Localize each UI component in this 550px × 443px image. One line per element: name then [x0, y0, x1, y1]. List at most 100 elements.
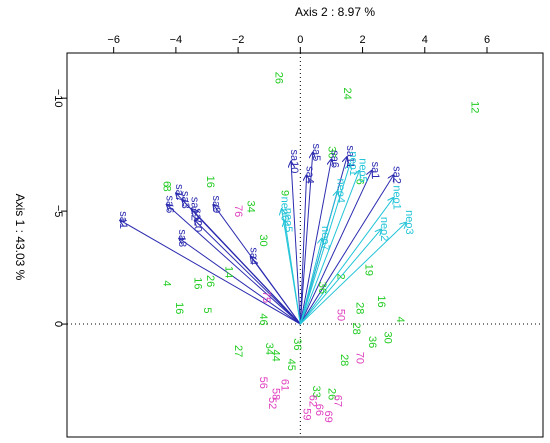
point-label: 30	[381, 331, 393, 343]
vector-label: sa1	[369, 162, 381, 180]
vector-arrow	[120, 220, 301, 325]
vector-arrow	[299, 159, 331, 325]
x-tick-label: −6	[107, 34, 120, 46]
vector-label: sa10	[288, 149, 300, 173]
vector-arrow	[299, 229, 381, 325]
vector-label: sa5	[310, 144, 322, 162]
point-label: 36	[291, 338, 303, 350]
point-label: 36	[325, 146, 337, 158]
vector-arrow	[299, 170, 359, 325]
vector-label: sa20	[192, 208, 204, 232]
point-label: 34	[263, 343, 275, 355]
point-label: 16	[204, 176, 216, 188]
plot-frame	[66, 52, 544, 438]
vector-label: sa4	[248, 247, 260, 265]
vector-label: sa9	[210, 195, 222, 213]
vector-label: sa4	[304, 166, 316, 184]
vector-arrow	[191, 209, 301, 325]
vector-arrow	[167, 204, 301, 325]
vector-arrow	[299, 238, 322, 325]
vector-arrow	[299, 175, 306, 325]
vector-arrow	[291, 161, 301, 325]
point-label: 59	[300, 408, 312, 420]
x-tick-label: −4	[170, 34, 183, 46]
vector-label: sa7	[173, 184, 185, 202]
vector-label: neo5	[356, 158, 368, 182]
vector-label: sa1	[117, 211, 129, 229]
point-label: 26	[272, 72, 284, 84]
vector-label: neo7	[319, 226, 331, 250]
vector-arrow	[299, 191, 337, 325]
vector-label: sa3	[179, 191, 191, 209]
point-label: 70	[353, 352, 365, 364]
y-tick-label: −10	[52, 89, 64, 108]
point-label: 19	[363, 264, 375, 276]
point-label: 67	[332, 395, 344, 407]
point-label: 5	[201, 307, 213, 313]
vector-label: neo4	[335, 179, 347, 203]
point-label: 9	[279, 190, 291, 196]
point-label: 58	[269, 388, 281, 400]
point-label: 36	[316, 282, 328, 294]
point-label: 26	[325, 388, 337, 400]
point-label: 69	[322, 411, 334, 423]
y-tick-label: −5	[52, 205, 64, 218]
point-label: 61	[279, 379, 291, 391]
point-label: 28	[353, 302, 365, 314]
vector-label: neo5	[282, 208, 294, 232]
point-label: 27	[232, 345, 244, 357]
point-label: 30	[257, 234, 269, 246]
point-label: 28	[338, 354, 350, 366]
vector-arrow	[285, 220, 301, 325]
point-label: 4	[394, 316, 406, 322]
vector-label: sa8	[176, 229, 188, 247]
point-label: 46	[257, 313, 269, 325]
vector-arrow	[179, 238, 301, 325]
vector-arrow	[299, 170, 372, 325]
vector-label: sa2	[391, 166, 403, 184]
point-label: 12	[468, 101, 480, 113]
vector-label: neo3	[403, 210, 415, 234]
point-label: 76	[232, 205, 244, 217]
point-label: 6	[160, 181, 172, 187]
point-label: 14	[223, 266, 235, 278]
point-label: 62	[307, 395, 319, 407]
vector-label: sa11	[344, 145, 356, 168]
point-label: 66	[313, 404, 325, 416]
vector-arrow	[251, 256, 301, 325]
point-label: 56	[257, 377, 269, 389]
x-tick-label: 4	[422, 34, 428, 46]
point-label: 75	[260, 291, 272, 303]
point-label: 16	[375, 295, 387, 307]
point-label: 45	[285, 359, 297, 371]
point-label: 36	[366, 336, 378, 348]
vector-label: sa6	[164, 195, 176, 213]
y-axis-label: Axis 1 : 43.03 %	[13, 194, 27, 281]
point-label: 44	[269, 350, 281, 362]
point-label: 2	[335, 274, 347, 280]
point-label: 28	[350, 322, 362, 334]
point-label: 52	[266, 397, 278, 409]
point-label: 6	[353, 179, 365, 185]
point-label: 16	[192, 277, 204, 289]
vector-arrow	[299, 175, 393, 325]
vector-label: neo2	[378, 217, 390, 241]
vector-arrow	[299, 198, 393, 325]
point-label: 16	[173, 302, 185, 314]
x-tick-label: −2	[232, 34, 245, 46]
vector-arrow	[299, 164, 350, 325]
point-label: 50	[335, 309, 347, 321]
x-tick-label: 0	[297, 34, 303, 46]
x-tick-label: 2	[359, 34, 365, 46]
point-label: 33	[310, 386, 322, 398]
vector-label: neo1	[391, 185, 403, 209]
vector-arrow	[299, 222, 406, 325]
point-label: 4	[160, 280, 172, 286]
vector-label: neo6	[279, 197, 291, 221]
point-label: 8	[160, 185, 172, 191]
vector-label: sa6	[328, 150, 340, 168]
point-label: 34	[244, 200, 256, 212]
x-tick-label: 6	[484, 34, 490, 46]
vector-arrow	[299, 152, 312, 325]
